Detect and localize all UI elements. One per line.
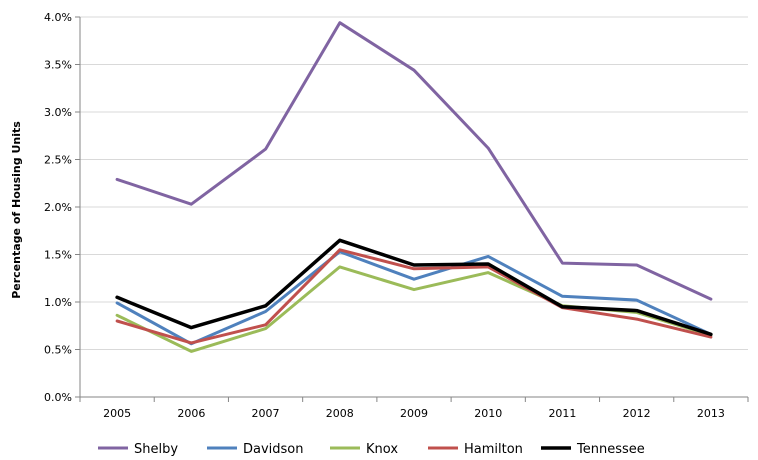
legend-label-hamilton: Hamilton [464,442,523,457]
y-tick-label: 0.0% [44,391,72,404]
series-line-shelby [115,21,713,301]
y-tick-label: 1.0% [44,296,72,309]
x-tick-label: 2007 [252,407,280,420]
series-line-tennessee [115,238,713,337]
legend-label-knox: Knox [366,442,398,457]
y-tick-label: 2.0% [44,201,72,214]
legend: Shelby Davidson Knox Hamilton Tennessee [98,442,645,457]
legend-label-tennessee: Tennessee [576,442,645,457]
y-axis: 0.0% 0.5% 1.0% 1.5% 2.0% 2.5% 3.0% 3.5% 4.0% [44,11,80,404]
y-tick-label: 3.5% [44,59,72,72]
y-tick-label: 4.0% [44,11,72,24]
y-tick-label: 3.0% [44,106,72,119]
x-tick-label: 2006 [177,407,205,420]
x-tick-label: 2010 [474,407,502,420]
y-tick-label: 2.5% [44,154,72,167]
x-tick-label: 2013 [697,407,725,420]
y-tick-label: 0.5% [44,344,72,357]
x-tick-label: 2011 [548,407,576,420]
x-tick-label: 2005 [103,407,131,420]
gridlines [80,16,748,350]
series-lines [115,21,713,353]
x-tick-label: 2008 [326,407,354,420]
series-line-hamilton [115,248,713,345]
legend-label-davidson: Davidson [243,442,304,457]
x-tick-label: 2009 [400,407,428,420]
y-tick-label: 1.5% [44,249,72,262]
y-axis-title: Percentage of Housing Units [10,121,23,299]
legend-label-shelby: Shelby [134,442,178,457]
series-line-davidson [115,250,713,346]
x-axis: 2005 2006 2007 2008 2009 2010 2011 2012 2013 [79,397,749,420]
x-tick-label: 2012 [623,407,651,420]
